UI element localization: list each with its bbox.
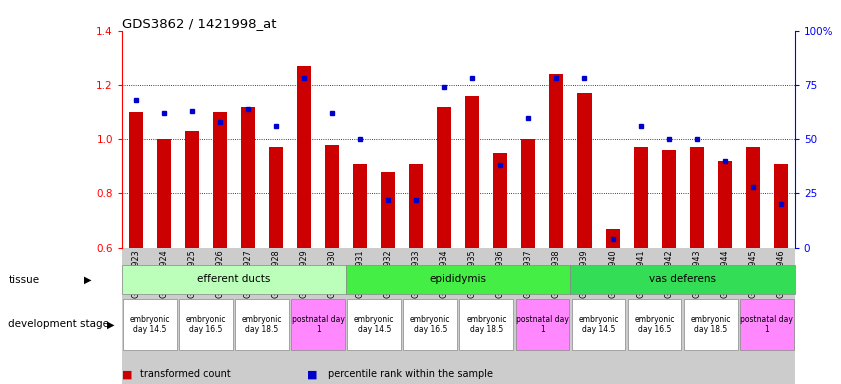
Bar: [662, 150, 675, 248]
Text: embryonic
day 16.5: embryonic day 16.5: [186, 315, 226, 334]
Text: embryonic
day 18.5: embryonic day 18.5: [690, 315, 731, 334]
Bar: [774, 164, 788, 248]
Text: embryonic
day 16.5: embryonic day 16.5: [410, 315, 451, 334]
Text: GDS3862 / 1421998_at: GDS3862 / 1421998_at: [122, 17, 277, 30]
Bar: [746, 147, 759, 248]
Bar: [570, 265, 795, 294]
Bar: [740, 299, 794, 350]
Text: embryonic
day 14.5: embryonic day 14.5: [130, 315, 170, 334]
Bar: [123, 299, 177, 350]
Text: transformed count: transformed count: [140, 369, 231, 379]
Bar: [185, 131, 199, 248]
Text: ▶: ▶: [84, 275, 92, 285]
Text: ▶: ▶: [107, 319, 114, 329]
Text: embryonic
day 18.5: embryonic day 18.5: [466, 315, 506, 334]
Bar: [633, 147, 648, 248]
Text: percentile rank within the sample: percentile rank within the sample: [328, 369, 493, 379]
Text: efferent ducts: efferent ducts: [198, 274, 271, 285]
Bar: [465, 96, 479, 248]
Text: embryonic
day 14.5: embryonic day 14.5: [354, 315, 394, 334]
Text: ■: ■: [307, 369, 317, 379]
Bar: [410, 164, 423, 248]
Text: ■: ■: [122, 369, 132, 379]
Bar: [325, 145, 339, 248]
Text: tissue: tissue: [8, 275, 40, 285]
Bar: [717, 161, 732, 248]
Bar: [521, 139, 536, 248]
Bar: [179, 299, 233, 350]
Bar: [578, 93, 591, 248]
Bar: [627, 299, 681, 350]
Bar: [213, 112, 227, 248]
Text: development stage: development stage: [8, 319, 109, 329]
Text: postnatal day
1: postnatal day 1: [292, 315, 345, 334]
Bar: [129, 112, 143, 248]
Bar: [381, 172, 395, 248]
Bar: [157, 139, 171, 248]
Bar: [494, 153, 507, 248]
Bar: [241, 107, 255, 248]
Bar: [459, 299, 513, 350]
Bar: [690, 147, 704, 248]
Bar: [353, 164, 368, 248]
Bar: [291, 299, 345, 350]
Bar: [122, 265, 346, 294]
Bar: [297, 66, 311, 248]
Bar: [549, 74, 563, 248]
Bar: [606, 229, 620, 248]
Text: postnatal day
1: postnatal day 1: [516, 315, 569, 334]
Text: epididymis: epididymis: [430, 274, 487, 285]
Bar: [572, 299, 626, 350]
Text: embryonic
day 14.5: embryonic day 14.5: [579, 315, 619, 334]
Bar: [235, 299, 289, 350]
Bar: [684, 299, 738, 350]
Bar: [437, 107, 452, 248]
Text: vas deferens: vas deferens: [649, 274, 717, 285]
Bar: [516, 299, 569, 350]
Text: postnatal day
1: postnatal day 1: [740, 315, 793, 334]
Bar: [269, 147, 283, 248]
Bar: [346, 265, 570, 294]
Text: embryonic
day 18.5: embryonic day 18.5: [242, 315, 283, 334]
Bar: [404, 299, 458, 350]
Text: embryonic
day 16.5: embryonic day 16.5: [634, 315, 674, 334]
Bar: [347, 299, 401, 350]
